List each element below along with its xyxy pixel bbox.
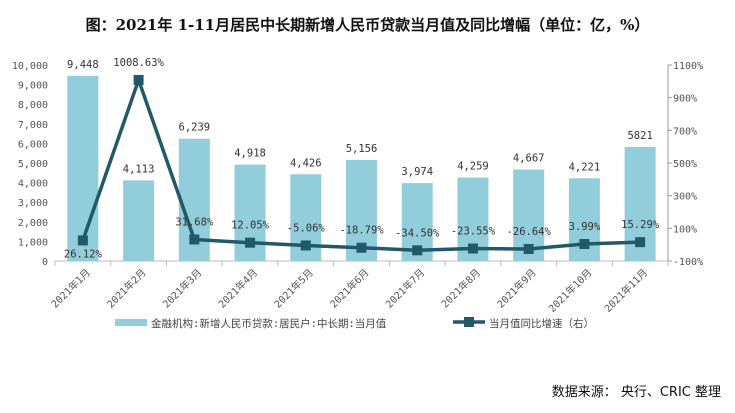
line-data-label: -23.55% [451, 226, 496, 238]
left-tick-label: 1,000 [18, 237, 48, 248]
right-tick-label: -100% [673, 257, 703, 268]
x-tick-label: 2021年7月 [383, 266, 428, 311]
chart-title: 图：2021年 1-11月居民中长期新增人民币贷款当月值及同比增幅（单位：亿，%… [85, 16, 650, 34]
left-tick-label: 9,000 [18, 81, 48, 92]
left-tick-label: 3,000 [18, 198, 48, 209]
bar-data-label: 4,667 [513, 153, 545, 165]
bar-data-label: 4,221 [569, 161, 601, 173]
bar [123, 180, 155, 261]
right-tick-label: 100% [673, 224, 697, 235]
line-data-label: 26.12% [64, 248, 103, 260]
right-tick-label: 300% [673, 192, 697, 203]
x-tick-label: 2021年9月 [494, 266, 539, 311]
x-tick-label: 2021年4月 [216, 266, 261, 311]
left-tick-label: 7,000 [18, 120, 48, 131]
data-source: 数据来源： 央行、CRIC 整理 [551, 385, 721, 400]
bar-data-label: 5821 [627, 130, 652, 142]
line-data-label: 3.99% [569, 221, 601, 233]
line-marker [523, 244, 534, 255]
x-tick-label: 2021年8月 [438, 266, 483, 311]
bar-data-label: 4,426 [290, 157, 322, 169]
legend-bar-label: 金融机构:新增人民币贷款:居民户:中长期:当月值 [151, 317, 387, 330]
x-tick-label: 2021年6月 [327, 266, 372, 311]
line-marker [189, 234, 200, 245]
line-data-label: -26.64% [507, 226, 552, 238]
line-data-label: 15.29% [621, 219, 660, 231]
left-tick-label: 10,000 [12, 61, 48, 72]
line-marker [635, 237, 646, 248]
bar-data-label: 5,156 [346, 143, 378, 155]
right-tick-label: 1100% [673, 61, 703, 72]
x-tick-label: 2021年1月 [48, 266, 93, 311]
legend-line-marker [464, 317, 474, 327]
x-tick-label: 2021年2月 [104, 266, 149, 311]
line-data-label: -5.06% [287, 222, 326, 234]
line-marker [77, 235, 88, 246]
right-tick-label: 900% [673, 94, 697, 105]
x-tick-label: 2021年11月 [601, 266, 650, 315]
left-tick-label: 8,000 [18, 100, 48, 111]
x-tick-label: 2021年10月 [546, 266, 595, 315]
line-marker [467, 243, 478, 254]
left-tick-label: 6,000 [18, 139, 48, 150]
legend-bar-swatch [115, 319, 147, 326]
left-tick-label: 2,000 [18, 218, 48, 229]
legend-line-label: 当月值同比增速（右） [489, 317, 594, 330]
line-marker [300, 240, 311, 251]
left-tick-label: 0 [42, 257, 48, 268]
bar-data-label: 9,448 [67, 59, 99, 71]
right-tick-label: 500% [673, 159, 697, 170]
bar-data-label: 3,974 [401, 166, 433, 178]
bar-data-label: 6,239 [179, 122, 211, 134]
bar [67, 75, 99, 261]
line-data-label: 12.05% [231, 220, 270, 232]
line-marker [133, 74, 144, 85]
x-tick-label: 2021年5月 [271, 266, 316, 311]
line-marker [412, 245, 423, 256]
bar-data-label: 4,918 [234, 148, 266, 160]
right-tick-label: 700% [673, 126, 697, 137]
line-data-label: -18.79% [339, 225, 384, 237]
line-data-label: -34.50% [395, 227, 440, 239]
x-tick-label: 2021年3月 [160, 266, 205, 311]
line-marker [356, 242, 367, 253]
line-data-label: 31.68% [175, 216, 214, 228]
line-marker [245, 237, 256, 248]
bar-data-label: 4,113 [123, 163, 155, 175]
bar-data-label: 4,259 [457, 161, 489, 173]
line-marker [579, 239, 590, 250]
left-tick-label: 4,000 [18, 179, 48, 190]
left-tick-label: 5,000 [18, 159, 48, 170]
line-data-label: 1008.63% [113, 57, 164, 69]
